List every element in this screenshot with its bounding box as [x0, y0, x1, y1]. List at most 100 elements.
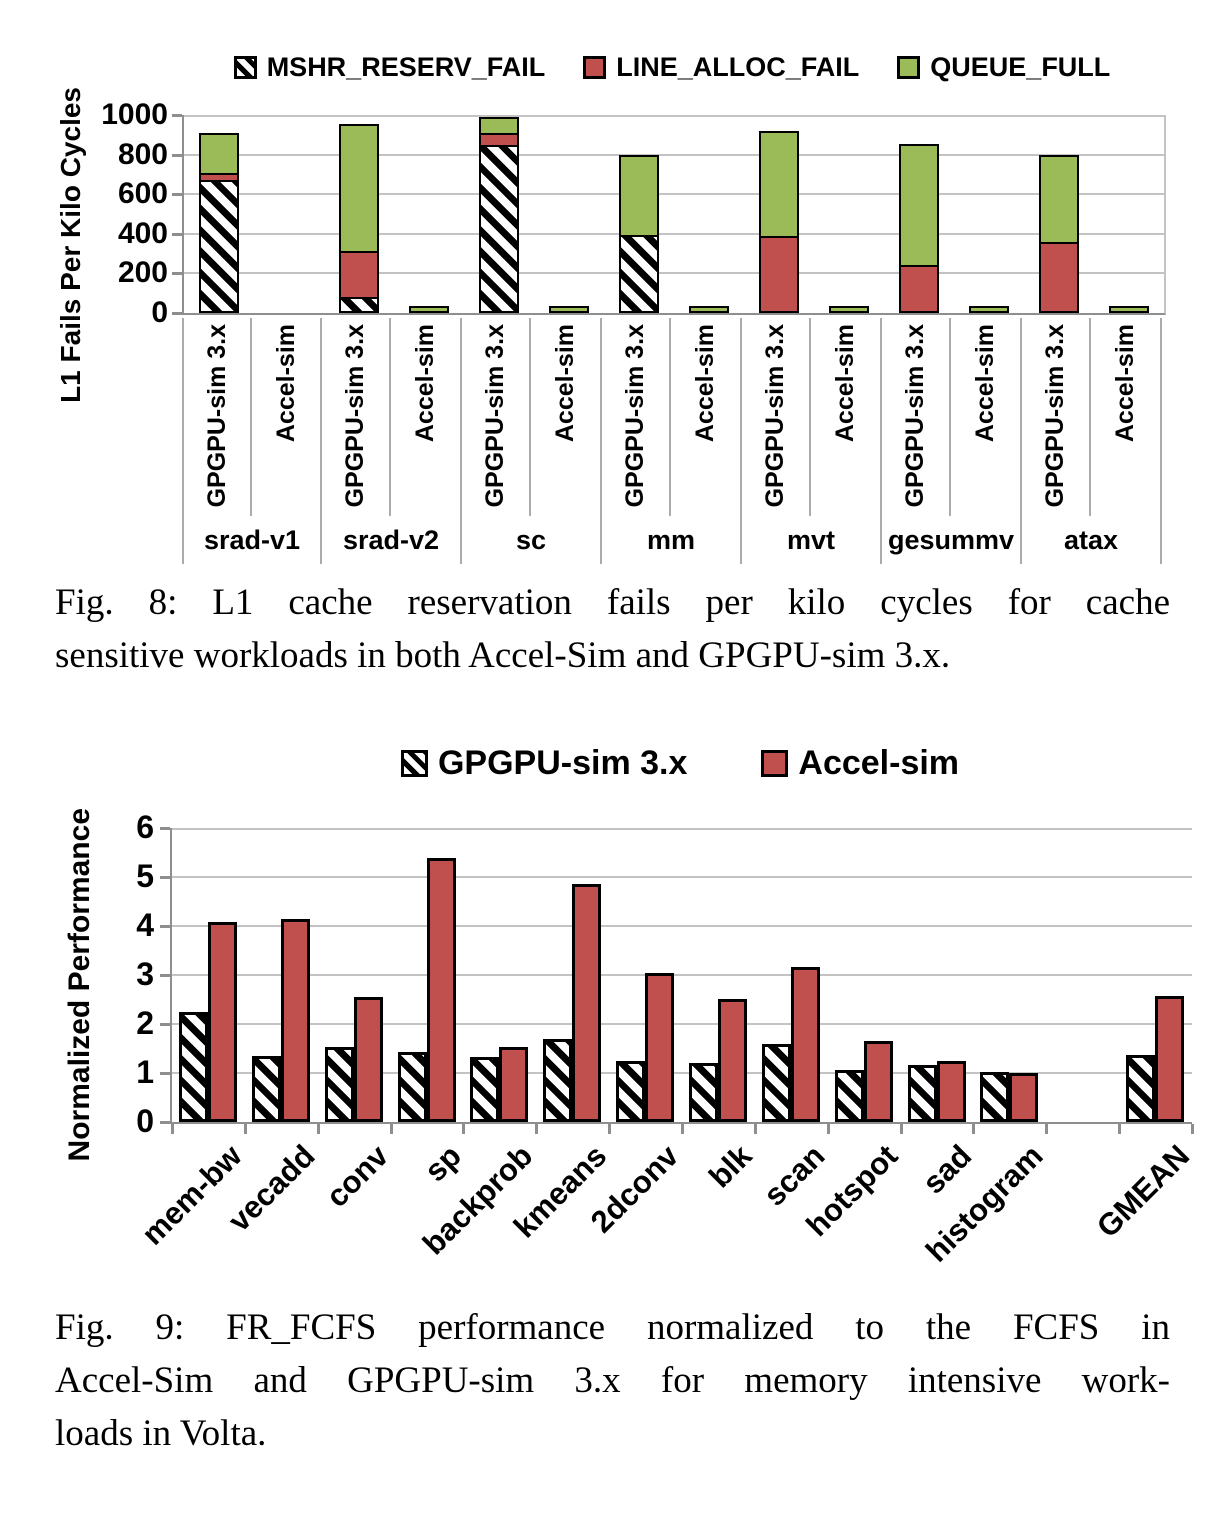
- fig8-y-tick-label: 200: [117, 256, 168, 289]
- fig8-bar-mvt-gpgpu-sim-3-x: [759, 131, 799, 313]
- fig8-segment-queue-full-atax-accel-sim: [1109, 306, 1149, 313]
- fig8-segment-line-alloc-fail-gesummv-gpgpu-sim-3-x: [899, 267, 939, 313]
- fig9-y-tick-label: 1: [136, 1054, 154, 1090]
- fig8-bar-atax-gpgpu-sim-3-x: [1039, 155, 1079, 313]
- fig8-gridline-1000: [184, 115, 1164, 117]
- fig9-caption-line-1: Fig. 9: FR_FCFS performance normalized t…: [55, 1307, 1170, 1348]
- fig9-bar-mem-bw-gpgpu-sim-3-x: [179, 1012, 208, 1122]
- fig9-x-tickmark: [827, 1124, 830, 1134]
- fig9-bar-gmean-accel-sim: [1155, 996, 1184, 1122]
- fig9-legend-swatch-hatch-icon: [400, 750, 428, 777]
- fig9-bar-kmeans-accel-sim: [572, 884, 601, 1122]
- fig8-group-sc: GPGPU-sim 3.x Accel-sim sc: [462, 318, 602, 564]
- fig8-bar-label: Accel-sim: [271, 324, 300, 443]
- fig8-segment-queue-full-gesummv-accel-sim: [969, 306, 1009, 313]
- fig9-bar-blk-gpgpu-sim-3-x: [689, 1063, 718, 1122]
- fig8-bar-label: GPGPU-sim 3.x: [202, 324, 231, 508]
- fig9-legend-swatch-red-icon: [761, 750, 789, 777]
- fig8-segment-line-alloc-fail-sc-gpgpu-sim-3-x: [479, 135, 519, 147]
- fig8-bar-label-cell: Accel-sim: [252, 318, 320, 516]
- fig8-bar-mm-accel-sim: [689, 306, 729, 313]
- fig9-x-label-conv: conv: [318, 1138, 395, 1214]
- fig8-bar-label: GPGPU-sim 3.x: [481, 324, 509, 508]
- fig9-bar-backprob-accel-sim: [499, 1047, 528, 1122]
- fig9-y-tickmark: [160, 827, 170, 830]
- fig9-gridline-5: [172, 876, 1192, 878]
- fig8-segment-queue-full-mm-gpgpu-sim-3-x: [619, 155, 659, 237]
- fig9-caption-line-3: loads in Volta.: [55, 1413, 267, 1454]
- fig9-gridline-3: [172, 974, 1192, 976]
- fig9-y-tick-label: 5: [136, 858, 154, 894]
- fig8-group-label: atax: [1063, 524, 1119, 555]
- fig9-caption-line-2: Accel-Sim and GPGPU-sim 3.x for memory i…: [55, 1360, 1170, 1401]
- fig9-x-label-gmean: GMEAN: [1089, 1138, 1196, 1245]
- fig9-bar-conv-gpgpu-sim-3-x: [325, 1047, 354, 1122]
- fig8-legend-item-mshr-reserv-fail: MSHR_RESERV_FAIL: [233, 52, 545, 83]
- fig8-bar-label: GPGPU-sim 3.x: [761, 324, 789, 508]
- fig9-bar-conv-accel-sim: [354, 997, 383, 1122]
- fig8-group-label: mm: [646, 524, 695, 555]
- fig8-group-label: srad-v2: [342, 524, 440, 555]
- fig9-bar-gmean-gpgpu-sim-3-x: [1126, 1055, 1155, 1122]
- fig8-segment-mshr-reserv-fail-sc-gpgpu-sim-3-x: [479, 147, 519, 313]
- fig8-bar-label-cell: Accel-sim: [811, 318, 880, 516]
- fig8-gridline-200: [184, 272, 1164, 274]
- fig8-segment-line-alloc-fail-atax-gpgpu-sim-3-x: [1039, 244, 1079, 313]
- fig9-legend-item-gpgpu-sim-3-x: GPGPU-sim 3.x: [400, 744, 688, 783]
- fig8-y-tickmark: [172, 193, 182, 196]
- fig9-y-tick-label: 2: [136, 1005, 154, 1041]
- fig8-group-mm: GPGPU-sim 3.x Accel-sim mm: [602, 318, 742, 564]
- fig8-bar-label-cell: Accel-sim: [951, 318, 1020, 516]
- fig8-segment-queue-full-srad-v1-gpgpu-sim-3-x: [199, 133, 239, 175]
- fig8-bar-label: Accel-sim: [551, 324, 579, 443]
- fig8-gridline-400: [184, 233, 1164, 235]
- fig9-bar-sad-gpgpu-sim-3-x: [908, 1065, 937, 1122]
- fig8-group-gesummv: GPGPU-sim 3.x Accel-sim gesummv: [882, 318, 1022, 564]
- fig8-bar-label-cell: Accel-sim: [671, 318, 740, 516]
- fig8-segment-queue-full-mm-accel-sim: [689, 306, 729, 313]
- fig8-segment-queue-full-sc-gpgpu-sim-3-x: [479, 117, 519, 135]
- fig8-bar-label-cell: GPGPU-sim 3.x: [322, 318, 391, 516]
- fig8-segment-mshr-reserv-fail-mm-gpgpu-sim-3-x: [619, 237, 659, 313]
- fig8-legend-swatch-hatch-icon: [233, 56, 257, 79]
- fig9-gridline-2: [172, 1023, 1192, 1025]
- fig9-y-tickmark: [160, 1072, 170, 1075]
- fig9-x-tickmark: [754, 1124, 757, 1134]
- fig9-legend-label: GPGPU-sim 3.x: [437, 744, 688, 782]
- fig8-segment-queue-full-atax-gpgpu-sim-3-x: [1039, 155, 1079, 244]
- fig9-x-label-blk: blk: [702, 1138, 759, 1195]
- fig8-segment-mshr-reserv-fail-srad-v1-gpgpu-sim-3-x: [199, 182, 239, 313]
- fig9-x-axis-labels: mem-bw vecadd conv sp backprob kmeans 2dconv bl…: [135, 1138, 1196, 1298]
- fig8-bar-label: Accel-sim: [971, 324, 999, 443]
- fig8-group-label: sc: [515, 524, 547, 555]
- fig9-bar-hotspot-accel-sim: [864, 1041, 893, 1122]
- fig8-bar-sc-gpgpu-sim-3-x: [479, 117, 519, 313]
- fig9-bar-backprob-gpgpu-sim-3-x: [470, 1057, 499, 1122]
- fig8-bar-label: Accel-sim: [1111, 324, 1139, 443]
- fig8-bar-srad-v1-gpgpu-sim-3-x: [199, 133, 239, 313]
- fig8-caption: Fig. 8: L1 cache reservation fails per k…: [55, 576, 1170, 682]
- fig8-bar-label: Accel-sim: [411, 324, 439, 443]
- fig8-bar-mm-gpgpu-sim-3-x: [619, 155, 659, 313]
- fig8-segment-mshr-reserv-fail-srad-v2-gpgpu-sim-3-x: [339, 299, 379, 313]
- fig9-x-tickmark: [462, 1124, 465, 1134]
- fig8-group-label: mvt: [786, 524, 835, 555]
- fig8-y-tickmark: [172, 114, 182, 117]
- fig9-bar-kmeans-gpgpu-sim-3-x: [543, 1039, 572, 1122]
- fig8-x-axis-labels: GPGPU-sim 3.x Accel-sim srad-v1 GPGPU-sim 3…: [182, 318, 1162, 564]
- fig8-bar-label-cell: Accel-sim: [1091, 318, 1160, 516]
- fig9-bar-hotspot-gpgpu-sim-3-x: [835, 1070, 864, 1122]
- fig8-bar-label-cell: GPGPU-sim 3.x: [184, 318, 252, 516]
- fig8-group-label: srad-v1: [203, 524, 301, 555]
- fig9-y-tickmark: [160, 876, 170, 879]
- fig9-x-tickmark: [1118, 1124, 1121, 1134]
- fig8-segment-line-alloc-fail-srad-v2-gpgpu-sim-3-x: [339, 253, 379, 299]
- fig8-segment-queue-full-sc-accel-sim: [549, 306, 589, 313]
- fig8-y-tickmark: [172, 154, 182, 157]
- fig9-y-tickmark: [160, 925, 170, 928]
- fig8-bar-mvt-accel-sim: [829, 306, 869, 313]
- fig9-x-tickmark: [390, 1124, 393, 1134]
- fig8-bar-label-cell: GPGPU-sim 3.x: [1022, 318, 1091, 516]
- fig8-segment-queue-full-srad-v2-accel-sim: [409, 306, 449, 313]
- fig9-x-label-mem-bw: mem-bw: [135, 1138, 249, 1252]
